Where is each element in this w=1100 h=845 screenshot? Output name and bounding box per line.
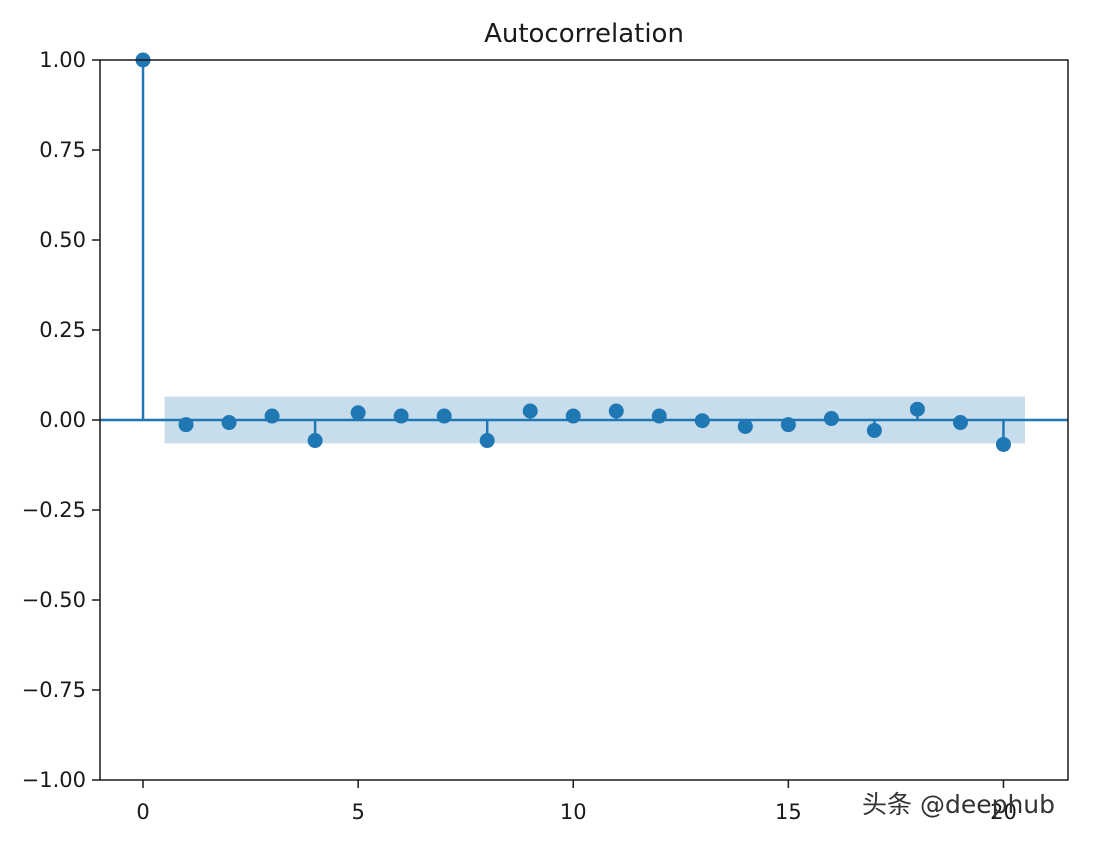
stem-marker-lag-15 bbox=[780, 417, 796, 433]
x-tick-label: 15 bbox=[775, 800, 802, 824]
stem-marker-lag-12 bbox=[651, 408, 667, 424]
stem-marker-lag-5 bbox=[350, 405, 366, 421]
y-tick-label: 0.50 bbox=[39, 228, 86, 252]
y-tick-label: 0.00 bbox=[39, 408, 86, 432]
x-axis: 0 5 10 15 20 bbox=[136, 780, 1017, 824]
y-tick-label: 0.25 bbox=[39, 318, 86, 342]
y-tick-label: −1.00 bbox=[22, 768, 86, 792]
watermark-text: 头条 @deephub bbox=[862, 790, 1055, 819]
stem-marker-lag-4 bbox=[307, 433, 323, 449]
y-tick-label: −0.75 bbox=[22, 678, 86, 702]
x-tick-label: 10 bbox=[560, 800, 587, 824]
stem-marker-lag-18 bbox=[909, 401, 925, 417]
chart-title: Autocorrelation bbox=[484, 19, 684, 49]
stem-marker-lag-14 bbox=[737, 418, 753, 434]
y-tick-label: −0.50 bbox=[22, 588, 86, 612]
y-tick-label: 1.00 bbox=[39, 48, 86, 72]
stem-marker-lag-2 bbox=[221, 415, 237, 431]
stem-marker-lag-19 bbox=[952, 415, 968, 431]
stem-marker-lag-9 bbox=[522, 403, 538, 419]
stem-marker-lag-10 bbox=[565, 408, 581, 424]
x-tick-label: 20 bbox=[990, 800, 1017, 824]
stem-marker-lag-16 bbox=[823, 411, 839, 427]
stem-marker-lag-6 bbox=[393, 408, 409, 424]
y-tick-label: −0.25 bbox=[22, 498, 86, 522]
stem-lines bbox=[141, 60, 1005, 445]
x-tick-label: 5 bbox=[351, 800, 364, 824]
x-tick-label: 0 bbox=[136, 800, 149, 824]
stem-marker-lag-3 bbox=[264, 408, 280, 424]
stem-marker-lag-7 bbox=[436, 408, 452, 424]
stem-marker-lag-17 bbox=[866, 422, 882, 438]
stem-marker-lag-11 bbox=[608, 403, 624, 419]
stem-marker-lag-1 bbox=[178, 417, 194, 433]
stem-marker-lag-13 bbox=[694, 413, 710, 429]
y-tick-label: 0.75 bbox=[39, 138, 86, 162]
stem-marker-lag-20 bbox=[995, 436, 1011, 452]
stem-marker-lag-8 bbox=[479, 433, 495, 449]
stem-markers bbox=[135, 52, 1011, 452]
y-axis: 1.00 0.75 0.50 0.25 0.00 −0.25 −0.50 −0.75 −1.00 bbox=[22, 48, 100, 792]
